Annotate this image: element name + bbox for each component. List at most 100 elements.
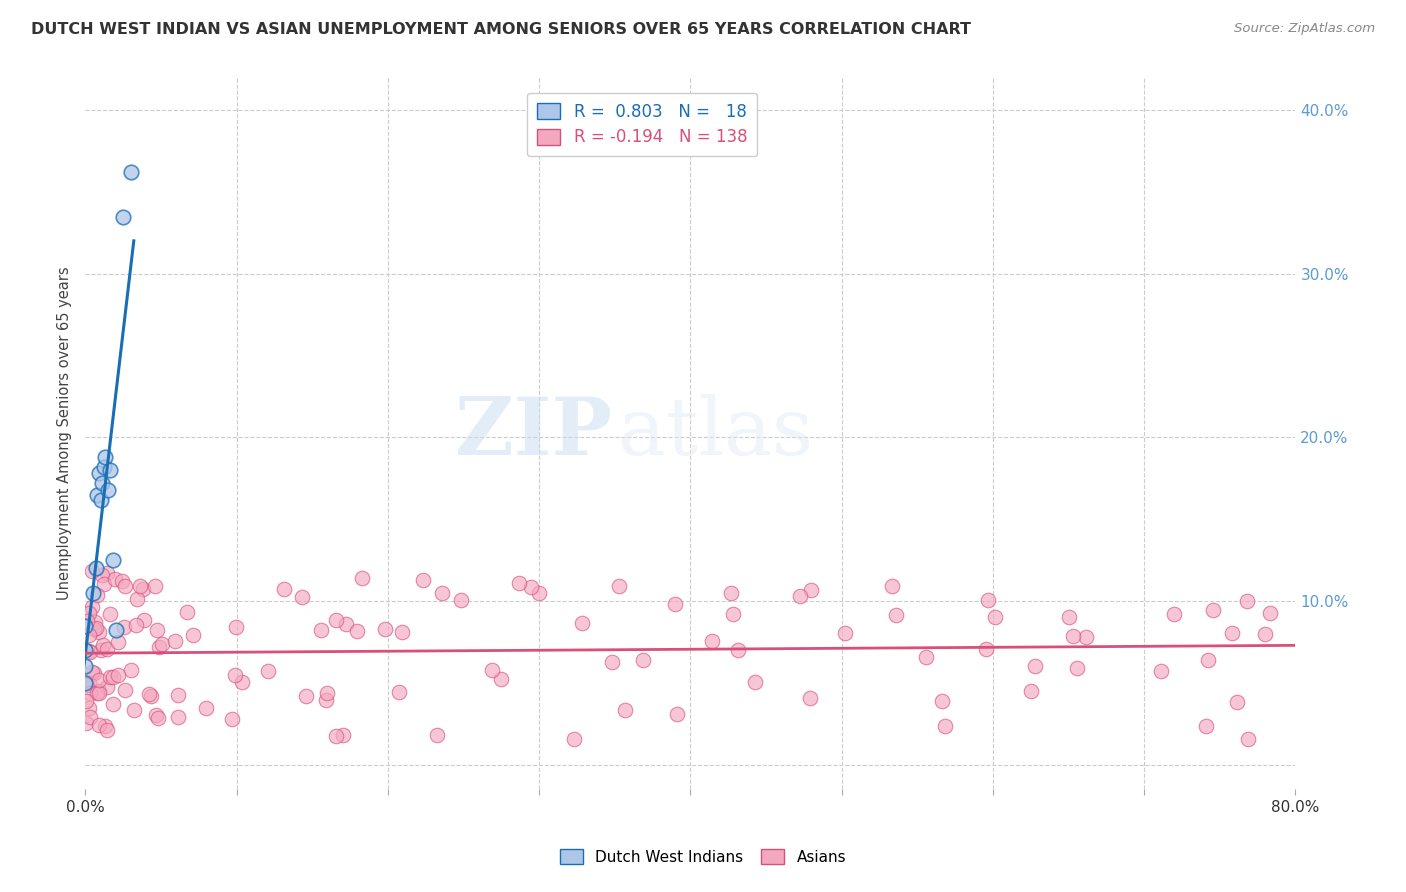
- Point: [83, 622, 105, 636]
- Point: [146, 711, 169, 725]
- Point: [98, 463, 121, 477]
- Point: [145, 707, 167, 722]
- Point: [94, 450, 117, 464]
- Point: [489, 673, 512, 687]
- Point: [744, 674, 766, 689]
- Point: [75, 618, 97, 632]
- Point: [89, 492, 111, 507]
- Point: [79, 701, 101, 715]
- Point: [388, 685, 411, 699]
- Point: [631, 653, 654, 667]
- Point: [76, 678, 98, 692]
- Point: [80, 665, 103, 679]
- Point: [96, 641, 118, 656]
- Point: [79, 710, 101, 724]
- Point: [97, 483, 120, 497]
- Point: [91, 476, 114, 491]
- Point: [128, 579, 150, 593]
- Text: DUTCH WEST INDIAN VS ASIAN UNEMPLOYMENT AMONG SENIORS OVER 65 YEARS CORRELATION : DUTCH WEST INDIAN VS ASIAN UNEMPLOYMENT …: [31, 22, 972, 37]
- Point: [114, 579, 136, 593]
- Point: [1024, 658, 1046, 673]
- Y-axis label: Unemployment Among Seniors over 65 years: Unemployment Among Seniors over 65 years: [58, 267, 72, 600]
- Point: [430, 586, 453, 600]
- Point: [107, 668, 129, 682]
- Point: [84, 622, 107, 636]
- Point: [664, 597, 686, 611]
- Point: [103, 697, 125, 711]
- Point: [834, 625, 856, 640]
- Point: [915, 650, 938, 665]
- Point: [481, 663, 503, 677]
- Point: [120, 165, 142, 179]
- Point: [103, 572, 125, 586]
- Point: [86, 685, 108, 699]
- Point: [450, 592, 472, 607]
- Point: [107, 634, 129, 648]
- Point: [934, 719, 956, 733]
- Point: [508, 575, 530, 590]
- Point: [89, 686, 111, 700]
- Point: [134, 613, 156, 627]
- Point: [1220, 626, 1243, 640]
- Point: [332, 728, 354, 742]
- Point: [76, 614, 98, 628]
- Point: [1254, 626, 1277, 640]
- Point: [562, 731, 585, 746]
- Point: [125, 592, 148, 607]
- Point: [391, 625, 413, 640]
- Point: [335, 616, 357, 631]
- Point: [426, 728, 449, 742]
- Point: [75, 659, 97, 673]
- Point: [167, 710, 190, 724]
- Point: [75, 694, 97, 708]
- Point: [104, 624, 127, 638]
- Point: [571, 616, 593, 631]
- Point: [931, 693, 953, 707]
- Point: [273, 582, 295, 596]
- Point: [176, 605, 198, 619]
- Point: [77, 606, 100, 620]
- Point: [1057, 610, 1080, 624]
- Point: [120, 663, 142, 677]
- Point: [101, 553, 124, 567]
- Point: [1258, 606, 1281, 620]
- Point: [1202, 603, 1225, 617]
- Point: [984, 610, 1007, 624]
- Point: [1150, 664, 1173, 678]
- Point: [315, 686, 337, 700]
- Point: [519, 580, 541, 594]
- Point: [1076, 631, 1098, 645]
- Point: [800, 582, 823, 597]
- Point: [96, 680, 118, 694]
- Point: [294, 690, 316, 704]
- Point: [86, 488, 108, 502]
- Point: [145, 579, 167, 593]
- Point: [607, 579, 630, 593]
- Point: [75, 716, 97, 731]
- Point: [974, 641, 997, 656]
- Point: [166, 688, 188, 702]
- Point: [77, 675, 100, 690]
- Point: [84, 615, 107, 629]
- Point: [225, 620, 247, 634]
- Point: [165, 633, 187, 648]
- Point: [412, 574, 434, 588]
- Point: [311, 623, 333, 637]
- Point: [80, 600, 103, 615]
- Point: [132, 582, 155, 597]
- Text: ZIP: ZIP: [454, 394, 612, 472]
- Point: [884, 608, 907, 623]
- Point: [86, 589, 108, 603]
- Point: [1163, 607, 1185, 621]
- Point: [75, 643, 97, 657]
- Legend: Dutch West Indians, Asians: Dutch West Indians, Asians: [554, 843, 852, 871]
- Point: [84, 561, 107, 575]
- Legend: R =  0.803   N =   18, R = -0.194   N = 138: R = 0.803 N = 18, R = -0.194 N = 138: [527, 93, 758, 156]
- Point: [1195, 719, 1218, 733]
- Point: [325, 729, 347, 743]
- Point: [111, 574, 134, 589]
- Point: [98, 669, 121, 683]
- Point: [87, 684, 110, 698]
- Point: [880, 578, 903, 592]
- Point: [91, 638, 114, 652]
